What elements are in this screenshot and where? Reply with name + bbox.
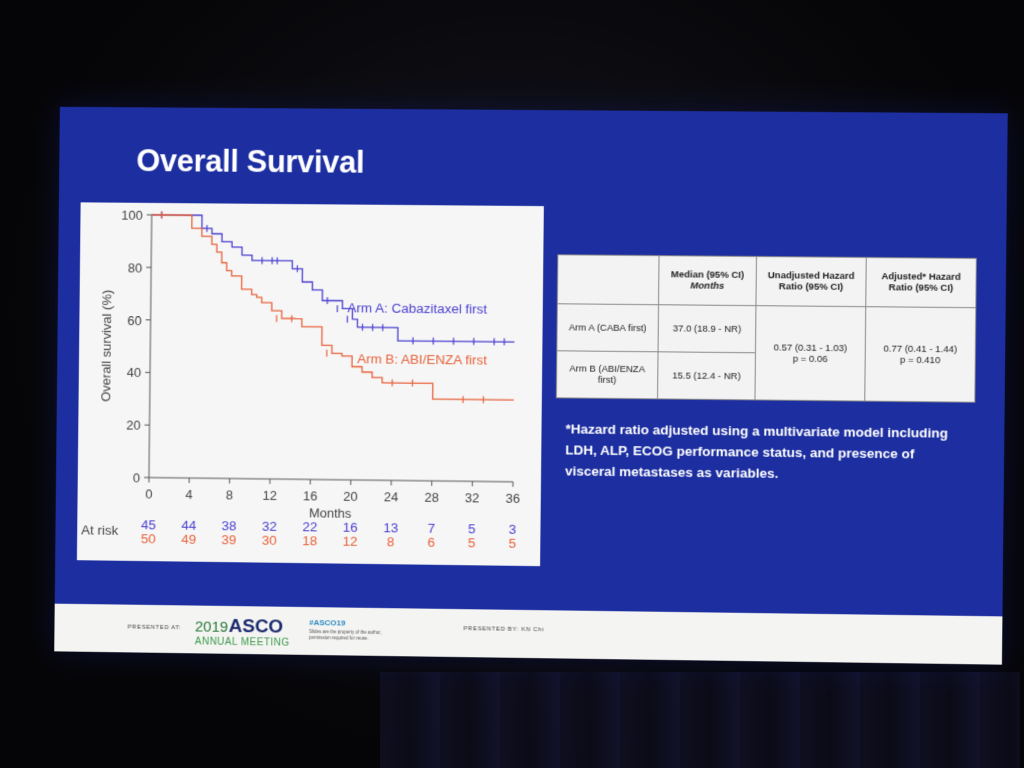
at-risk-arm-b-value: 39 (221, 532, 236, 547)
hashtag-label: #ASCO19 (309, 618, 345, 627)
at-risk-arm-a-value: 38 (222, 518, 237, 533)
y-tick-label: 20 (126, 418, 140, 433)
at-risk-arm-a-value: 13 (383, 520, 398, 535)
presentation-slide: Overall Survival 0 20 40 60 80 100 0 4 8 12 16 20 24… (54, 107, 1008, 665)
at-risk-arm-b-value: 8 (387, 534, 395, 549)
km-chart-svg: 0204060801000 4 8 12 16 20 24 28 32 36MonthsOvera… (77, 202, 544, 566)
asco-logo-year: 2019 (195, 618, 228, 635)
x-tick-label: 28 (424, 490, 439, 505)
at-risk-arm-b-value: 50 (141, 531, 156, 546)
at-risk-arm-a-value: 3 (509, 522, 517, 537)
series-label-arm-a: Arm A: Cabazitaxel first (347, 301, 487, 317)
kaplan-meier-chart: 0 20 40 60 80 100 0 4 8 12 16 20 24 28 32 36 Months Overa… (77, 202, 544, 566)
at-risk-arm-b-value: 6 (427, 535, 435, 550)
at-risk-arm-a-value: 5 (468, 521, 476, 536)
x-tick-label: 0 (145, 486, 152, 501)
y-tick-label: 80 (128, 260, 142, 275)
at-risk-arm-a-value: 7 (427, 521, 435, 536)
table-cell-arm-a: Arm A (CABA first) (557, 304, 659, 352)
table-header-adjusted: Adjusted* Hazard Ratio (95% CI) (866, 257, 977, 307)
x-tick-label: 20 (343, 489, 358, 504)
at-risk-arm-b-value: 5 (509, 536, 517, 551)
at-risk-arm-a-value: 32 (262, 519, 277, 534)
table-header-row: Median (95% CI) Months Unadjusted Hazard… (557, 255, 976, 308)
series-label-arm-b: Arm B: ABI/ENZA first (357, 351, 487, 367)
hazard-ratio-table: Median (95% CI) Months Unadjusted Hazard… (556, 254, 977, 403)
table-header-blank (557, 255, 659, 305)
x-tick-label: 4 (185, 487, 192, 502)
table-row: Arm A (CABA first) 37.0 (18.9 - NR) 0.57… (557, 304, 976, 355)
y-tick-label: 100 (121, 208, 143, 223)
permission-notice: Slides are the property of the author, p… (309, 629, 399, 642)
presenter-name: KN Chi (521, 627, 544, 633)
y-tick-label: 0 (133, 470, 140, 485)
at-risk-arm-a-value: 45 (141, 517, 156, 532)
x-tick-label: 12 (263, 488, 277, 503)
table-header-median-label: Median (95% CI) (671, 269, 744, 281)
presented-at-label: PRESENTED AT: (128, 625, 182, 632)
x-tick-label: 32 (465, 490, 480, 505)
table-cell-median-a: 37.0 (18.9 - NR) (658, 305, 756, 353)
table-cell-unadjusted: 0.57 (0.31 - 1.03) p = 0.06 (755, 306, 866, 401)
asco-logo-name: ASCO (229, 616, 284, 639)
at-risk-arm-b-value: 5 (468, 535, 476, 550)
at-risk-arm-a-value: 16 (343, 520, 358, 535)
adjusted-p: p = 0.410 (900, 354, 940, 365)
at-risk-label: At risk (81, 522, 118, 537)
at-risk-arm-b-value: 49 (181, 532, 196, 547)
adjusted-hr: 0.77 (0.41 - 1.44) (883, 343, 957, 355)
asco-logo-subtitle: ANNUAL MEETING (195, 636, 290, 648)
x-tick-label: 16 (303, 488, 318, 503)
at-risk-arm-a-value: 44 (181, 518, 197, 533)
x-tick-label: 36 (506, 491, 521, 506)
y-axis-label: Overall survival (%) (98, 290, 114, 402)
table-header-median-unit: Months (663, 280, 752, 292)
slide-title: Overall Survival (136, 143, 364, 181)
series-line-arm-a (150, 215, 515, 342)
footnote-text: *Hazard ratio adjusted using a multivari… (565, 418, 968, 486)
y-axis-line (149, 215, 152, 478)
at-risk-arm-a-value: 22 (302, 519, 317, 534)
at-risk-arm-b-value: 12 (343, 534, 358, 549)
x-tick-label: 8 (226, 487, 233, 502)
presented-by-label: PRESENTED BY: (463, 626, 518, 633)
table-cell-median-b: 15.5 (12.4 - NR) (658, 352, 756, 400)
table-cell-arm-b: Arm B (ABI/ENZA first) (556, 351, 658, 399)
table-header-unadjusted: Unadjusted Hazard Ratio (95% CI) (756, 256, 866, 306)
stage-curtain (380, 672, 1020, 768)
table-cell-adjusted: 0.77 (0.41 - 1.44) p = 0.410 (865, 307, 976, 403)
x-tick-label: 24 (384, 489, 399, 504)
unadjusted-p: p = 0.06 (793, 353, 828, 364)
y-tick-label: 60 (127, 313, 141, 328)
unadjusted-hr: 0.57 (0.31 - 1.03) (774, 342, 848, 354)
at-risk-arm-b-value: 18 (302, 533, 317, 548)
at-risk-arm-b-value: 30 (262, 533, 277, 548)
y-tick-label: 40 (127, 365, 141, 380)
table-header-median: Median (95% CI) Months (659, 256, 757, 306)
x-axis-line (149, 478, 513, 482)
